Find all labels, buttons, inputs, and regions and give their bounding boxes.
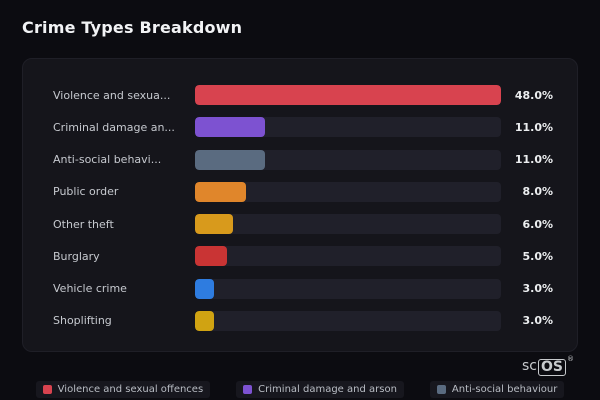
bar-track bbox=[195, 117, 501, 138]
bar-track bbox=[195, 246, 501, 267]
bar-track bbox=[195, 278, 501, 299]
chart-row: Other theft 6.0% bbox=[53, 212, 553, 236]
chart-row: Criminal damage an... 11.0% bbox=[53, 115, 553, 139]
bar-fill[interactable] bbox=[195, 181, 246, 202]
scos-logo: sc OS ® bbox=[522, 354, 574, 376]
bar-fill[interactable] bbox=[195, 310, 215, 331]
bar-fill[interactable] bbox=[195, 85, 501, 105]
category-label: Anti-social behavi... bbox=[53, 153, 162, 167]
category-label: Vehicle crime bbox=[53, 282, 127, 296]
bar-track bbox=[195, 85, 501, 105]
chart-legend: Violence and sexual offences Criminal da… bbox=[0, 381, 600, 398]
bar-fill[interactable] bbox=[195, 278, 215, 299]
bar-track bbox=[195, 310, 501, 331]
bar-track bbox=[195, 181, 501, 202]
legend-swatch-icon bbox=[243, 385, 253, 394]
value-label: 5.0% bbox=[522, 249, 553, 263]
chart-panel: Violence and sexua... 48.0% Criminal dam… bbox=[22, 58, 578, 352]
chart-row: Public order 8.0% bbox=[53, 180, 553, 204]
legend-label: Violence and sexual offences bbox=[57, 384, 204, 395]
bar-fill[interactable] bbox=[195, 117, 266, 138]
value-label: 11.0% bbox=[514, 120, 553, 134]
chart-row: Burglary 5.0% bbox=[53, 244, 553, 268]
legend-label: Criminal damage and arson bbox=[258, 384, 397, 395]
legend-item[interactable]: Anti-social behaviour bbox=[429, 381, 565, 398]
chart-row: Shoplifting 3.0% bbox=[53, 309, 553, 333]
value-label: 11.0% bbox=[514, 153, 553, 167]
bar-fill[interactable] bbox=[195, 214, 234, 235]
value-label: 3.0% bbox=[522, 282, 553, 296]
bar-rows: Violence and sexua... 48.0% Criminal dam… bbox=[53, 83, 553, 333]
category-label: Violence and sexua... bbox=[53, 88, 171, 102]
value-label: 8.0% bbox=[522, 185, 553, 199]
chart-row: Violence and sexua... 48.0% bbox=[53, 83, 553, 107]
bar-fill[interactable] bbox=[195, 246, 227, 267]
category-label: Public order bbox=[53, 185, 119, 199]
bar-track bbox=[195, 214, 501, 235]
category-label: Burglary bbox=[53, 249, 100, 263]
logo-text-sc: sc bbox=[522, 357, 538, 374]
chart-row: Vehicle crime 3.0% bbox=[53, 277, 553, 301]
chart-row: Anti-social behavi... 11.0% bbox=[53, 148, 553, 172]
legend-item[interactable]: Criminal damage and arson bbox=[236, 381, 404, 398]
legend-swatch-icon bbox=[436, 385, 446, 394]
value-label: 3.0% bbox=[522, 314, 553, 328]
logo-text-os: OS bbox=[538, 358, 566, 376]
category-label: Other theft bbox=[53, 217, 114, 231]
legend-label: Anti-social behaviour bbox=[451, 384, 558, 395]
legend-swatch-icon bbox=[42, 385, 52, 394]
page-title: Crime Types Breakdown bbox=[22, 18, 243, 37]
legend-item[interactable]: Violence and sexual offences bbox=[35, 381, 211, 398]
category-label: Shoplifting bbox=[53, 314, 112, 328]
bar-track bbox=[195, 149, 501, 170]
bar-fill[interactable] bbox=[195, 149, 266, 170]
registered-mark-icon: ® bbox=[567, 354, 574, 363]
category-label: Criminal damage an... bbox=[53, 120, 175, 134]
value-label: 48.0% bbox=[514, 88, 553, 102]
value-label: 6.0% bbox=[522, 217, 553, 231]
